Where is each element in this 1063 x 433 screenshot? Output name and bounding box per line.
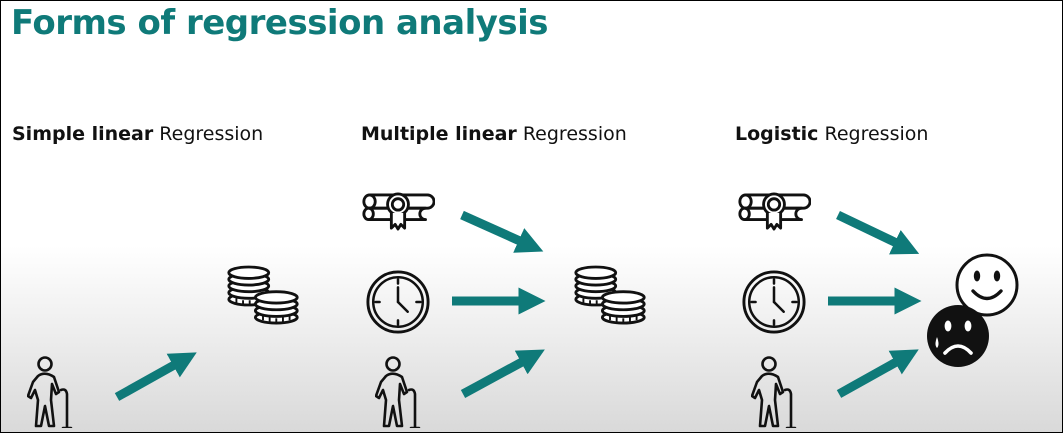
arrow-simple (114, 352, 197, 401)
heading-bold: Logistic (735, 123, 819, 145)
elderly-person-icon (27, 356, 77, 428)
heading-simple-linear: Simple linear Regression (12, 123, 263, 145)
arrow-multiple-top (460, 210, 544, 253)
heading-multiple-linear: Multiple linear Regression (361, 123, 627, 145)
coin-stack-icon (572, 265, 648, 326)
arrow-logistic-top (836, 210, 920, 255)
coin-stack-icon (225, 265, 301, 326)
heading-rest: Regression (516, 123, 627, 145)
clock-icon (741, 269, 807, 335)
heading-rest: Regression (818, 123, 929, 145)
diploma-icon (737, 188, 811, 236)
heading-bold: Multiple linear (361, 123, 517, 145)
diploma-icon (361, 188, 435, 236)
sad-face-icon (925, 303, 991, 369)
heading-logistic: Logistic Regression (735, 123, 928, 145)
elderly-person-icon (375, 356, 425, 428)
heading-bold: Simple linear (12, 123, 154, 145)
slide-title: Forms of regression analysis (11, 3, 549, 43)
arrow-logistic-bottom (836, 349, 919, 398)
arrow-multiple-bottom (460, 349, 545, 398)
clock-icon (365, 269, 431, 335)
elderly-person-icon (751, 356, 801, 428)
heading-rest: Regression (153, 123, 264, 145)
